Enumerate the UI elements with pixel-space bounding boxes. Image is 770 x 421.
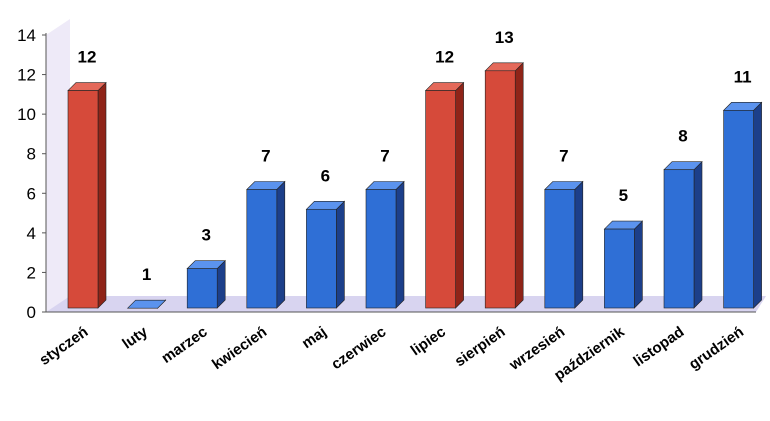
value-label: 11 [734,67,752,86]
y-tick-label: 12 [17,66,36,85]
bar-front-face [484,70,516,309]
bar [424,81,465,309]
bar [365,180,405,309]
category-label: czerwiec [328,323,389,373]
y-tick-label: 2 [27,263,36,282]
bar [305,200,346,309]
bar-side-face [395,180,405,309]
bar-front-face [723,110,754,309]
category-label: luty [119,323,151,353]
value-label: 7 [559,147,568,166]
chart-floor [46,296,766,312]
y-tick-label: 10 [17,105,36,124]
bar-side-face [336,200,345,309]
bar [722,101,763,309]
bar-front-face [186,268,218,309]
bar-side-face [455,81,464,309]
category-label: sierpień [452,323,509,370]
bar [246,180,286,309]
bar-side-face [753,101,762,309]
y-tick-label: 4 [27,224,36,243]
bar [603,220,644,309]
y-tick-label: 6 [27,184,36,203]
category-label: styczeń [36,323,91,368]
value-label: 13 [495,28,514,47]
value-label: 5 [619,186,628,205]
bar-front-face [604,228,635,309]
bar-side-face [574,180,584,309]
value-label: 7 [380,147,389,166]
bar-front-face [365,189,397,309]
bar-front-face [246,189,278,309]
bar [186,259,226,309]
bar-front-face [67,90,99,309]
bar-side-face [634,220,643,309]
y-axis-ticks: 0 2 4 6 8 10 12 14 [17,26,46,322]
value-label: 12 [78,48,97,67]
bar-top-face [126,299,167,309]
y-tick-label: 8 [27,145,36,164]
bars-group [67,62,763,309]
chart-back-wall [46,19,70,312]
bar-front-face [663,169,695,309]
bar [126,299,167,309]
bar-front-face [306,208,337,309]
bar [484,62,524,309]
category-label: maj [299,323,330,352]
category-label: marzec [158,323,210,367]
bar-side-face [276,180,286,309]
bar-side-face [514,62,524,309]
y-tick-label: 14 [17,26,36,45]
y-tick-label: 0 [27,303,36,322]
value-label: 7 [261,147,270,166]
bar-front-face [544,189,576,309]
value-label: 1 [142,265,151,284]
bar [663,160,703,309]
bar [544,180,584,309]
value-label: 6 [321,166,330,185]
bar [67,81,107,309]
value-label: 3 [201,226,210,245]
bar-side-face [97,81,107,309]
bar-side-face [693,160,703,309]
value-label: 8 [678,127,687,146]
category-label: listopad [630,323,687,370]
category-label: grudzień [686,323,747,373]
category-label: lipiec [408,323,449,359]
bar-front-face [425,90,456,309]
value-label: 12 [435,48,454,67]
category-label: kwiecień [209,323,270,373]
